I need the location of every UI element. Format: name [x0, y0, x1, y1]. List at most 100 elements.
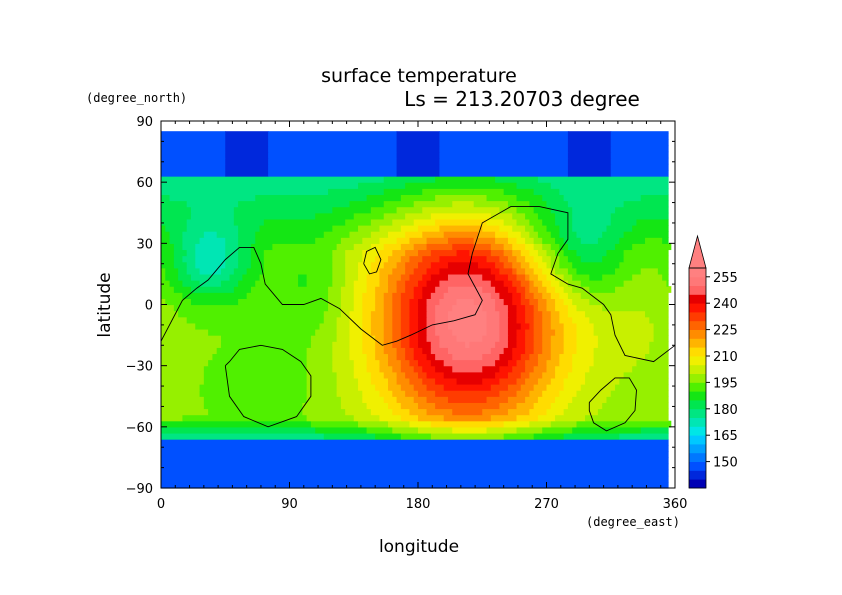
- heatmap-cell: [349, 200, 385, 208]
- heatmap-cell: [422, 377, 436, 385]
- heatmap-cell: [238, 200, 351, 208]
- heatmap-cell: [173, 249, 188, 257]
- heatmap-cell: [447, 347, 492, 355]
- heatmap-cell: [542, 371, 556, 379]
- heatmap-cell: [533, 347, 543, 355]
- heatmap-cell: [640, 194, 669, 202]
- heatmap-cell: [400, 316, 411, 324]
- colorbar-swatch: [689, 408, 706, 418]
- heatmap-cell: [610, 218, 638, 226]
- heatmap-cell: [370, 231, 389, 238]
- heatmap-cell: [443, 292, 492, 299]
- heatmap-cell: [499, 310, 509, 318]
- heatmap-cell: [512, 243, 526, 251]
- heatmap-cell: [512, 267, 518, 275]
- heatmap-cell: [567, 371, 586, 379]
- heatmap-cell: [358, 384, 376, 391]
- heatmap-cell: [550, 280, 560, 287]
- heatmap-cell: [220, 341, 312, 348]
- heatmap-cell: [516, 390, 530, 397]
- heatmap-cell: [486, 218, 505, 226]
- heatmap-cell: [328, 188, 385, 195]
- heatmap-cell: [516, 182, 552, 189]
- heatmap-cell: [507, 255, 518, 263]
- heatmap-cell: [559, 359, 573, 367]
- heatmap-cell: [332, 224, 359, 232]
- heatmap-cell: [610, 157, 669, 165]
- heatmap-cell: [272, 243, 338, 251]
- heatmap-cell: [435, 176, 496, 183]
- heatmap-cell: [473, 298, 496, 306]
- heatmap-cell: [516, 218, 530, 226]
- heatmap-cell: [537, 298, 548, 306]
- heatmap-cell: [340, 402, 368, 410]
- heatmap-cell: [499, 390, 518, 397]
- heatmap-cell: [533, 432, 565, 440]
- heatmap-cell: [435, 353, 453, 361]
- x-tick-label: 360: [663, 497, 688, 512]
- heatmap-cell: [405, 212, 432, 220]
- heatmap-cell: [306, 359, 333, 367]
- heatmap-cell: [161, 402, 205, 410]
- heatmap-cell: [169, 231, 184, 238]
- heatmap-cell: [161, 445, 669, 452]
- heatmap-cell: [400, 365, 415, 373]
- heatmap-cell: [400, 304, 411, 312]
- heatmap-cell: [268, 145, 398, 153]
- heatmap-cell: [396, 139, 441, 147]
- heatmap-cell: [353, 359, 368, 367]
- colorbar-swatch: [689, 303, 706, 313]
- heatmap-cell: [413, 292, 423, 299]
- heatmap-cell: [396, 206, 423, 214]
- heatmap-cell: [426, 237, 449, 244]
- heatmap-cell: [259, 224, 333, 232]
- heatmap-cell: [315, 328, 338, 336]
- heatmap-cell: [439, 341, 466, 348]
- heatmap-cell: [533, 335, 543, 342]
- heatmap-cell: [220, 335, 312, 342]
- heatmap-cell: [537, 359, 548, 367]
- heatmap-cell: [439, 267, 492, 275]
- heatmap-cell: [400, 335, 411, 342]
- heatmap-cell: [507, 384, 522, 391]
- heatmap-cell: [409, 273, 423, 281]
- heatmap-cell: [542, 218, 556, 226]
- heatmap-cell: [392, 408, 411, 416]
- heatmap-cell: [323, 432, 376, 440]
- heatmap-cell: [306, 384, 338, 391]
- heatmap-cell: [388, 384, 402, 391]
- heatmap-cell: [495, 261, 505, 269]
- heatmap-cell: [529, 280, 535, 287]
- heatmap-cell: [546, 384, 565, 391]
- heatmap-cell: [178, 273, 192, 281]
- heatmap-cell: [452, 304, 483, 312]
- heatmap-cell: [233, 286, 252, 293]
- heatmap-cell: [383, 396, 398, 403]
- heatmap-cell: [426, 298, 441, 306]
- heatmap-cell: [182, 237, 201, 244]
- heatmap-cell: [383, 212, 406, 220]
- heatmap-cell: [537, 304, 548, 312]
- heatmap-cell: [495, 231, 509, 238]
- heatmap-cell: [559, 316, 573, 324]
- heatmap-cell: [456, 298, 475, 306]
- heatmap-cell: [542, 237, 556, 244]
- heatmap-cell: [482, 304, 496, 312]
- heatmap-cell: [619, 377, 669, 385]
- heatmap-cell: [400, 359, 411, 367]
- heatmap-cell: [366, 365, 381, 373]
- heatmap-cell: [610, 169, 669, 177]
- heatmap-cell: [400, 255, 411, 263]
- heatmap-cell: [426, 310, 436, 318]
- heatmap-cell: [161, 292, 184, 299]
- heatmap-cell: [208, 408, 303, 416]
- heatmap-cell: [546, 224, 560, 232]
- heatmap-cell: [559, 188, 669, 195]
- heatmap-cell: [555, 273, 565, 281]
- heatmap-cell: [182, 292, 248, 299]
- heatmap-cell: [220, 267, 235, 275]
- heatmap-cell: [550, 267, 556, 275]
- heatmap-cell: [418, 371, 428, 379]
- heatmap-cell: [597, 237, 620, 244]
- heatmap-cell: [477, 261, 496, 269]
